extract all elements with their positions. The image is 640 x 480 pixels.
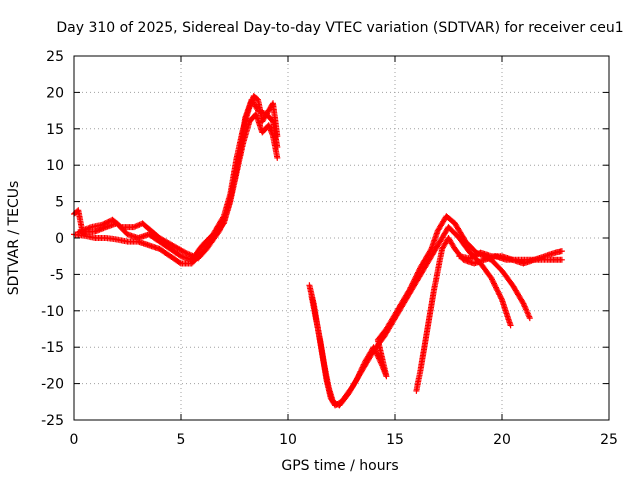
data-point [176, 259, 183, 266]
y-axis-label: SDTVAR / TECUs [6, 181, 22, 296]
x-tick-labels: 0 5 10 15 20 25 [70, 432, 618, 448]
y-tick-label: -10 [41, 304, 64, 320]
x-tick-label: 20 [493, 432, 511, 448]
grid-lines [74, 56, 609, 420]
data-point [427, 247, 434, 254]
y-tick-label: 5 [55, 195, 64, 211]
x-tick-label: 25 [600, 432, 618, 448]
series-track-4 [306, 224, 514, 409]
x-tick-label: 5 [177, 432, 186, 448]
series-track-7 [456, 248, 565, 267]
y-tick-label: -5 [50, 267, 64, 283]
y-tick-label: -15 [41, 340, 64, 356]
x-tick-label: 10 [279, 432, 297, 448]
y-tick-label: -25 [41, 413, 64, 429]
x-tick-label: 15 [386, 432, 404, 448]
data-point [497, 292, 503, 299]
series-track-5 [308, 213, 533, 409]
data-point [558, 248, 565, 255]
y-tick-label: 0 [55, 231, 64, 247]
data-point [558, 256, 565, 263]
y-tick-label: 20 [46, 85, 64, 101]
data-point [102, 220, 109, 226]
x-tick-label: 0 [70, 432, 79, 448]
axis-ticks [73, 55, 610, 421]
series-track-3 [75, 96, 281, 262]
data-series [71, 93, 565, 409]
y-tick-label: 15 [46, 122, 64, 138]
y-tick-label: 10 [46, 158, 64, 174]
x-axis-label: GPS time / hours [281, 458, 398, 474]
data-point [274, 144, 281, 150]
data-point [100, 221, 107, 228]
data-point [526, 315, 533, 322]
series-track-2 [71, 111, 281, 267]
y-tick-label: -20 [41, 377, 64, 393]
series-track-1 [71, 93, 281, 263]
data-point [274, 154, 281, 161]
data-point [507, 322, 514, 329]
y-tick-label: 25 [46, 49, 64, 65]
chart-title: Day 310 of 2025, Sidereal Day-to-day VTE… [56, 20, 623, 36]
y-tick-labels: -25 -20 -15 -10 -5 0 5 10 15 20 25 [41, 49, 64, 429]
